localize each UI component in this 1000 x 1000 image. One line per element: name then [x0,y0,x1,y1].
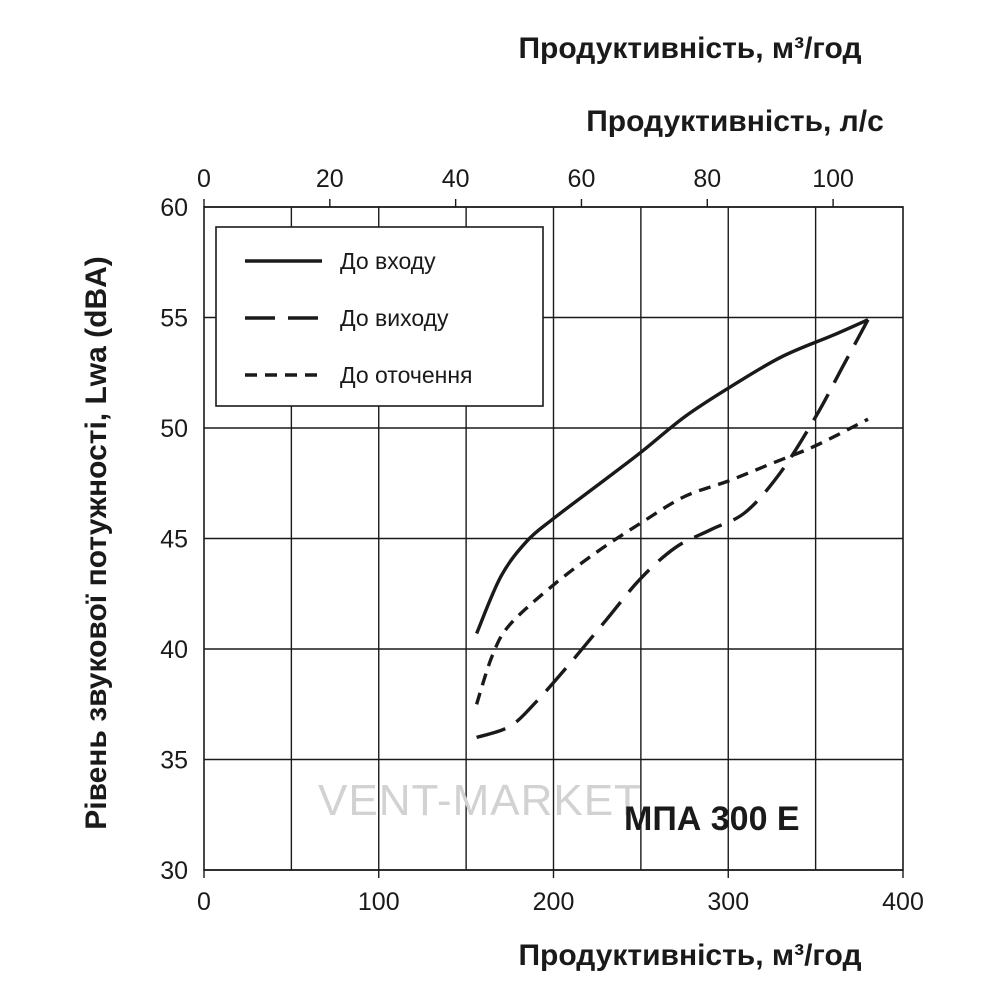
x-tick-label: 400 [882,888,924,916]
legend-label-2: До виходу [340,305,449,331]
x2-tick-label: 20 [316,165,344,193]
x-tick-label: 300 [707,888,749,916]
x2-tick-label: 60 [568,165,596,193]
y-axis-title: Рівень звукової потужності, Lwa (dBA) [80,256,113,830]
x2-tick-label: 100 [812,165,854,193]
y-tick-label: 55 [160,305,188,333]
x3-axis-title: Продуктивність, м³/год [518,32,861,65]
series-line-3 [477,419,868,704]
x2-tick-label: 0 [197,165,211,193]
watermark: VENT-MARKET [318,776,642,825]
y-tick-labels: 30 35 40 45 50 55 60 [160,194,188,885]
y-tick-label: 50 [160,415,188,443]
x-tick-label: 0 [197,888,211,916]
y-tick-label: 35 [160,747,188,775]
x2-axis-title: Продуктивність, л/с [586,105,884,138]
x-axis-title: Продуктивність, м³/год [518,939,861,972]
x2-tick-label: 80 [693,165,721,193]
y-tick-label: 30 [160,857,188,885]
x-tick-label: 200 [533,888,575,916]
y-tick-label: 45 [160,526,188,554]
model-label: МПА 300 E [624,800,800,838]
legend: До входу До виходу До оточення [216,227,543,406]
legend-label-3: До оточення [340,362,473,388]
x2-tick-labels: 0 20 40 60 80 100 [197,165,854,193]
x-tick-labels: 0 100 200 300 400 [197,888,924,916]
legend-label-1: До входу [340,248,436,274]
y-tick-label: 40 [160,636,188,664]
y-tick-label: 60 [160,194,188,222]
x2-tick-label: 40 [442,165,470,193]
x-tick-label: 100 [358,888,400,916]
